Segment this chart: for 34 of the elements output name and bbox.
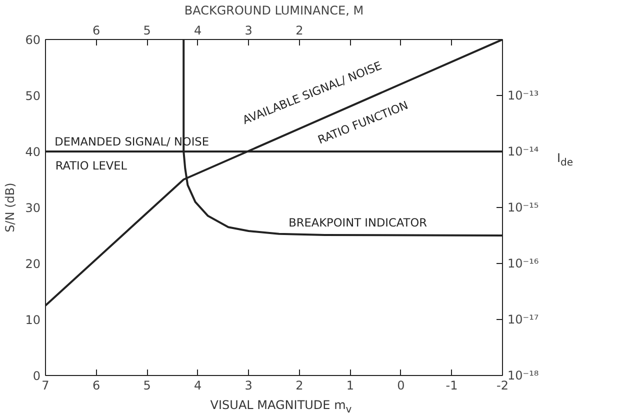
x-tick-label: 4	[194, 378, 202, 392]
y-tick-label: 30	[25, 201, 41, 215]
x2-tick-label: 4	[194, 24, 202, 38]
x-tick-label: 3	[244, 378, 252, 392]
x2-tick-label: 2	[296, 24, 304, 38]
x-tick-label: 0	[397, 378, 405, 392]
x-tick-label: -1	[446, 378, 458, 392]
x-tick-label: 2	[296, 378, 304, 392]
x-tick-label: 1	[346, 378, 354, 392]
y-tick-label: 40	[25, 145, 41, 159]
y2-tick-label: 10⁻¹⁴	[508, 144, 539, 158]
x-axis-title: VISUAL MAGNITUDE m$_{v}$	[210, 397, 352, 418]
y-axis-title: S/N (dB)	[3, 182, 18, 232]
x-tick-label: 5	[143, 378, 151, 392]
y-tick-label: 20	[25, 257, 41, 271]
y-tick-label: 50	[25, 89, 41, 103]
x-tick-label: 6	[92, 378, 100, 392]
x-tick-label: -2	[496, 378, 508, 392]
annotation: BREAKPOINT INDICATOR	[288, 216, 428, 230]
y2-tick-label: 10⁻¹⁵	[508, 200, 539, 214]
y2-tick-label: 10⁻¹³	[508, 88, 539, 102]
x2-tick-label: 6	[92, 24, 100, 38]
annotation: RATIO LEVEL	[55, 158, 128, 172]
y-tick-label: 10	[25, 313, 41, 327]
y2-tick-label: 10⁻¹⁷	[508, 312, 539, 326]
x-tick-label: 7	[42, 378, 50, 392]
x2-tick-label: 5	[143, 24, 151, 38]
y2-axis-title: I$_{de}$	[557, 150, 574, 170]
x2-axis-title: BACKGROUND LUMINANCE, M	[184, 4, 364, 18]
y-tick-label: 60	[25, 33, 41, 47]
y2-tick-label: 10⁻¹⁸	[508, 368, 539, 382]
x2-tick-label: 3	[244, 24, 252, 38]
y2-tick-label: 10⁻¹⁶	[508, 256, 539, 270]
y-tick-label: 0	[32, 369, 41, 383]
